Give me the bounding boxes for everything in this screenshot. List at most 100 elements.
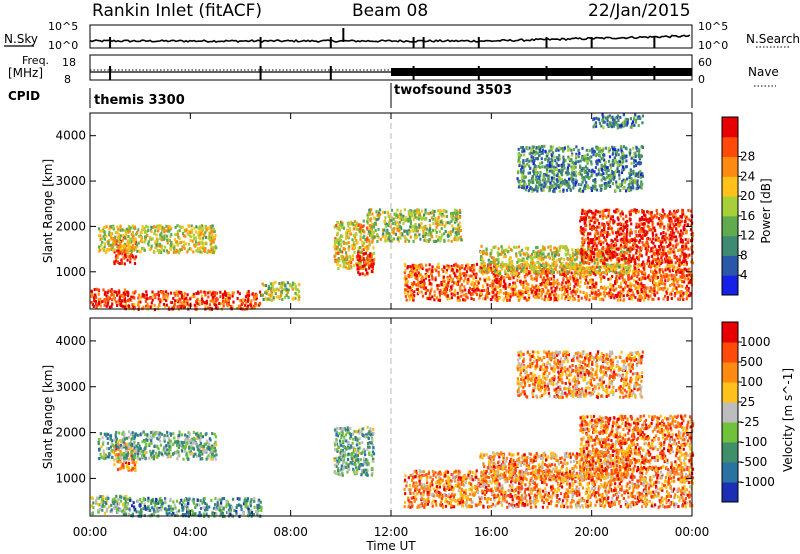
heatmap-cell [594,295,597,299]
heatmap-cell [449,230,452,234]
heatmap-cell [519,289,522,293]
heatmap-cell [297,288,300,292]
heatmap-cell [616,253,619,257]
heatmap-cell [409,225,412,229]
heatmap-cell [413,290,416,294]
heatmap-cell [504,286,507,290]
heatmap-cell [112,293,115,297]
heatmap-cell [532,266,535,270]
heatmap-cell [272,297,275,301]
heatmap-cell [158,226,161,230]
heatmap-cell [395,213,398,217]
heatmap-cell [521,248,524,252]
heatmap-cell [468,286,472,290]
heatmap-cell [651,270,654,274]
heatmap-cell [492,288,495,292]
heatmap-cell [587,238,590,242]
heatmap-cell [680,215,683,219]
heatmap-cell [591,282,594,286]
heatmap-cell [127,251,130,255]
heatmap-cell [189,297,192,301]
heatmap-cell [605,269,608,273]
heatmap-cell [618,295,621,298]
heatmap-cell [688,253,691,257]
heatmap-cell [562,278,565,282]
heatmap-cell [166,241,169,245]
heatmap-cell [444,282,448,286]
heatmap-cell [483,262,486,266]
heatmap-cell [425,239,428,243]
heatmap-cell [598,293,601,296]
heatmap-cell [472,265,475,269]
heatmap-cell [390,216,393,220]
heatmap-cell [643,298,646,302]
heatmap-cell [210,229,213,233]
heatmap-cell [648,259,651,263]
heatmap-cell [384,216,387,220]
heatmap-cell [635,251,638,255]
heatmap-cell [678,290,681,294]
heatmap-cell [99,304,102,308]
heatmap-cell [250,299,253,303]
heatmap-cell [525,272,528,276]
heatmap-cell [456,264,459,268]
heatmap-cell [132,255,135,259]
heatmap-cell [582,227,585,231]
heatmap-cell [359,223,362,227]
heatmap-cell [362,257,365,260]
heatmap-cell [623,250,626,254]
heatmap-cell [687,281,690,285]
heatmap-cell [626,224,629,228]
heatmap-cell [670,219,673,223]
heatmap-cell [664,257,668,261]
heatmap-cell [599,280,602,284]
heatmap-cell [454,262,457,266]
heatmap-cell [585,297,588,301]
heatmap-cell [471,264,474,267]
heatmap-cell [492,259,495,263]
heatmap-cell [669,221,672,225]
heatmap-cell [414,223,417,226]
heatmap-cell [665,273,668,277]
heatmap-cell [577,283,580,287]
heatmap-cell [584,228,587,232]
heatmap-cell [615,233,618,237]
heatmap-cell [671,237,674,241]
heatmap-cell [265,298,268,302]
heatmap-cell [187,303,190,307]
heatmap-cell [497,269,501,273]
heatmap-cell [630,276,633,280]
heatmap-cell [479,258,483,261]
heatmap-cell [585,294,589,298]
heatmap-cell [675,270,678,274]
heatmap-cell [282,283,285,287]
heatmap-cell [607,255,610,259]
heatmap-cell [614,242,617,246]
heatmap-cell [103,298,106,302]
heatmap-cell [515,271,518,275]
heatmap-cell [606,230,609,234]
heatmap-cell [205,228,208,232]
heatmap-cell [178,300,181,304]
heatmap-cell [97,300,101,304]
heatmap-cell [439,220,442,224]
heatmap-cell [624,225,627,229]
heatmap-cell [411,284,414,288]
heatmap-cell [271,285,274,289]
heatmap-cell [435,225,438,229]
heatmap-cell [679,237,682,241]
heatmap-cell [670,292,673,296]
heatmap-cell [417,208,420,212]
heatmap-cell [619,269,622,273]
heatmap-cell [468,291,471,295]
heatmap-cell [456,228,459,231]
heatmap-cell [566,271,569,275]
heatmap-cell [160,290,163,294]
heatmap-cell [435,296,439,300]
heatmap-cell [613,263,616,267]
heatmap-cell [98,234,101,238]
heatmap-cell [175,250,178,254]
heatmap-cell [673,294,676,298]
heatmap-cell [370,254,373,258]
heatmap-cell [689,223,692,227]
